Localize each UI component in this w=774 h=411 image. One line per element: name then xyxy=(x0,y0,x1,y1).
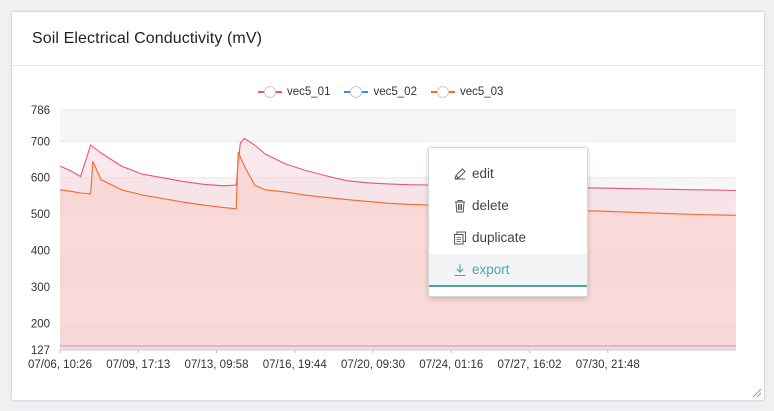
x-tick-label: 07/20, 09:30 xyxy=(341,359,405,371)
y-tick-label: 700 xyxy=(31,136,50,148)
resize-handle-icon[interactable] xyxy=(753,389,761,397)
series-area-vec5_03 xyxy=(60,152,736,350)
legend-label: vec5_01 xyxy=(287,86,331,98)
menu-item-edit[interactable]: edit xyxy=(429,158,587,190)
legend-swatch-vec5-02 xyxy=(344,86,369,98)
legend-swatch-vec5-01 xyxy=(258,86,282,98)
legend-item-vec5-02[interactable]: vec5_02 xyxy=(344,86,417,98)
x-tick-label: 07/06, 10:26 xyxy=(28,359,92,371)
legend-item-vec5-03[interactable]: vec5_03 xyxy=(430,86,504,98)
legend-swatch-vec5-03 xyxy=(430,86,455,98)
y-tick-label: 200 xyxy=(31,318,50,330)
y-tick-label: 600 xyxy=(31,173,50,185)
y-tick-label: 400 xyxy=(31,246,50,258)
panel-title: Soil Electrical Conductivity (mV) xyxy=(32,30,263,47)
x-tick-label: 07/30, 21:48 xyxy=(576,359,640,371)
y-tick-label: 300 xyxy=(31,282,50,294)
x-tick-label: 07/16, 19:44 xyxy=(263,359,328,371)
series-line-vec5_03 xyxy=(59,151,736,216)
series-line-vec5_01 xyxy=(59,137,736,192)
context-menu: edit delete duplicate export xyxy=(428,147,588,297)
copy-icon xyxy=(454,231,466,245)
x-tick-label: 07/27, 16:02 xyxy=(498,359,562,371)
y-tick-label: 127 xyxy=(31,345,50,357)
y-tick-label: 786 xyxy=(31,105,50,117)
grid-band xyxy=(60,110,736,142)
y-tick-label: 500 xyxy=(31,209,50,221)
x-tick-label: 07/09, 17:13 xyxy=(106,359,170,371)
x-tick-label: 07/24, 01:16 xyxy=(419,359,483,371)
download-icon xyxy=(454,264,466,277)
menu-item-duplicate[interactable]: duplicate xyxy=(429,222,587,254)
menu-item-label: export xyxy=(472,262,510,277)
legend-item-vec5-01[interactable]: vec5_01 xyxy=(258,86,330,98)
pencil-icon xyxy=(454,168,466,180)
legend-label: vec5_02 xyxy=(373,86,417,98)
menu-item-label: duplicate xyxy=(472,230,527,245)
x-tick-label: 07/13, 09:58 xyxy=(185,359,249,371)
menu-item-export[interactable]: export xyxy=(429,254,587,287)
chart-legend: vec5_01 vec5_02 vec5_03 xyxy=(258,86,503,98)
trash-icon xyxy=(455,200,465,213)
menu-item-delete[interactable]: delete xyxy=(429,190,587,222)
menu-item-label: edit xyxy=(472,166,494,181)
legend-label: vec5_03 xyxy=(459,86,504,98)
panel-divider xyxy=(12,65,764,66)
menu-item-label: delete xyxy=(472,198,509,213)
